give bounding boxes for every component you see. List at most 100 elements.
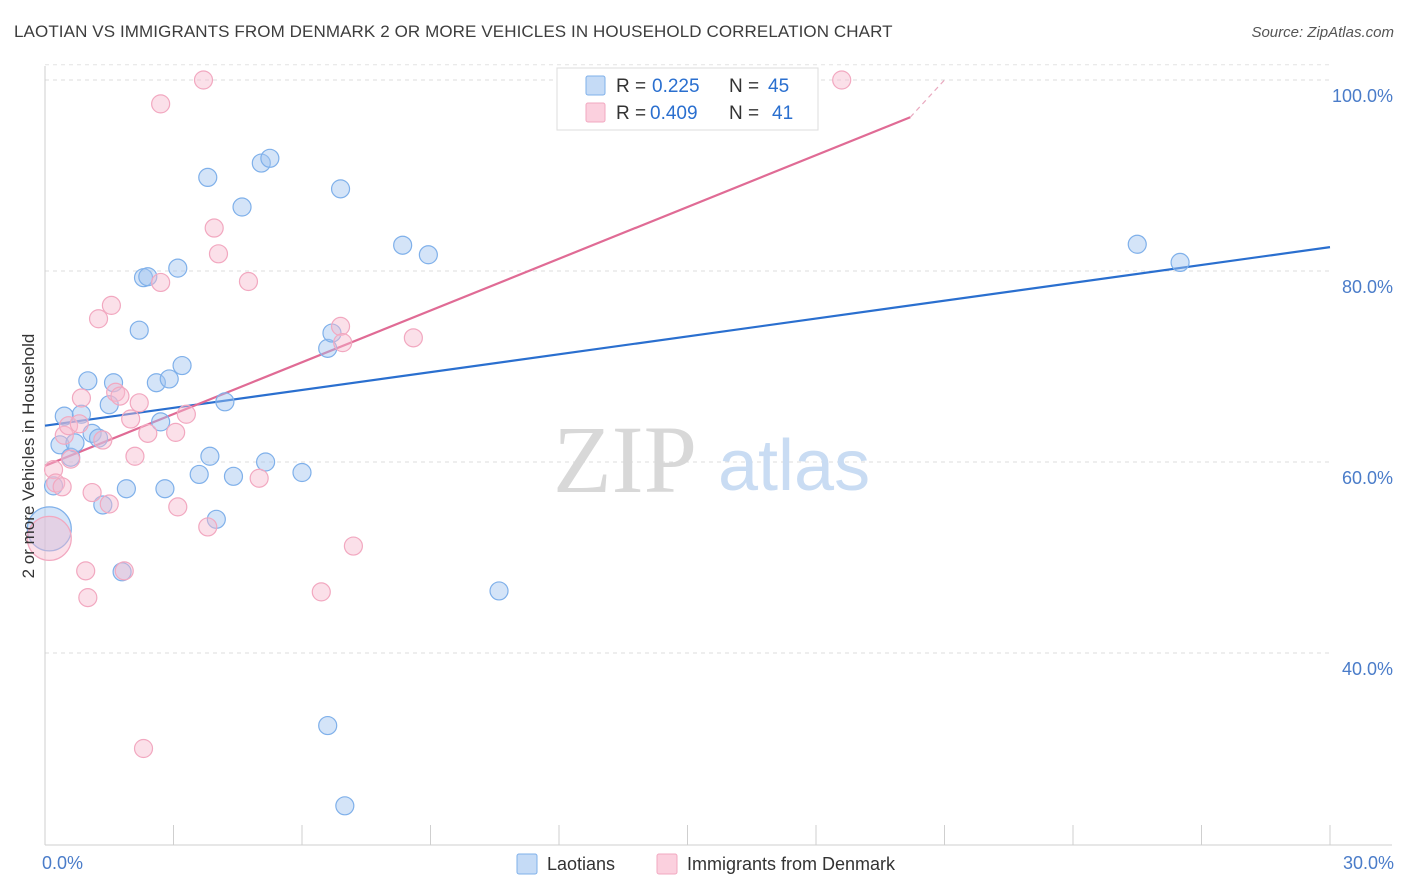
y-tick-label-100: 100.0% [1332, 86, 1393, 106]
chart-source: Source: ZipAtlas.com [1251, 24, 1394, 41]
y-tick-labels: 40.0% 60.0% 80.0% 100.0% [1332, 86, 1393, 679]
point-denmark-10 [78, 588, 98, 608]
point-laotians-30 [232, 197, 252, 217]
point-laotians-35 [318, 338, 338, 358]
point-denmark-24 [151, 272, 171, 293]
trendline-denmark-extension [909, 79, 945, 118]
trendline-laotians [44, 246, 1331, 427]
point-denmark-23 [138, 423, 158, 443]
axes [44, 66, 1392, 846]
point-laotians-3 [54, 406, 74, 426]
point-laotians-22 [168, 258, 188, 278]
point-denmark-25 [151, 94, 171, 114]
point-laotians-25 [198, 167, 218, 188]
watermark: ZIP atlas [553, 406, 870, 513]
point-laotians-44 [1170, 252, 1190, 273]
bottom-legend-laotians: Laotians [547, 854, 615, 874]
point-laotians-28 [215, 392, 235, 412]
legend-n-label-1: N = [729, 76, 759, 97]
point-laotians-7 [78, 371, 98, 391]
point-denmark-18 [114, 561, 134, 581]
trendline-denmark [44, 116, 911, 467]
point-denmark-11 [82, 482, 102, 503]
point-denmark-17 [110, 386, 130, 406]
point-denmark-26 [166, 422, 186, 442]
point-denmark-40 [832, 70, 852, 90]
bottom-legend-denmark: Immigrants from Denmark [687, 854, 896, 874]
point-denmark-6 [61, 449, 81, 469]
point-denmark-29 [193, 70, 214, 90]
x-tick-label-min: 0.0% [42, 853, 83, 873]
point-laotians-21 [159, 369, 179, 389]
series-legend: Laotians Immigrants from Denmark [516, 853, 896, 875]
trendlines [44, 79, 1331, 467]
point-laotians-23 [172, 355, 192, 376]
y-tick-label-80: 80.0% [1342, 277, 1393, 297]
point-denmark-15 [101, 295, 121, 315]
point-denmark-12 [88, 309, 109, 329]
y-tick-label-40: 40.0% [1342, 659, 1393, 679]
x-tick-label-max: 30.0% [1343, 853, 1394, 873]
point-laotians-14 [116, 479, 136, 499]
y-tick-label-60: 60.0% [1342, 468, 1393, 488]
point-laotians-39 [335, 796, 355, 816]
point-denmark-28 [176, 404, 196, 424]
bottom-legend-swatch-denmark [656, 853, 678, 875]
legend-r-label-1: R = [616, 76, 646, 97]
point-laotians-15 [129, 320, 149, 340]
point-denmark-32 [208, 244, 229, 264]
legend-swatch-laotians [585, 75, 606, 96]
point-denmark-35 [311, 582, 331, 602]
point-laotians-5 [65, 433, 85, 453]
legend-r-label-2: R = [616, 103, 646, 124]
point-denmark-36 [330, 316, 351, 336]
point-laotians-37 [318, 715, 338, 736]
bottom-legend-swatch-laotians [516, 853, 538, 875]
point-laotians-20 [155, 479, 175, 499]
point-denmark-22 [133, 738, 154, 759]
grid-lines [45, 64, 1330, 654]
legend-r-value-1: 0.225 [652, 76, 700, 97]
point-laotians-34 [292, 462, 312, 483]
chart-title: LAOTIAN VS IMMIGRANTS FROM DENMARK 2 OR … [14, 22, 893, 41]
point-denmark-31 [204, 218, 224, 238]
point-denmark-34 [249, 468, 269, 488]
point-laotians-19 [151, 412, 171, 432]
point-denmark-30 [198, 517, 218, 537]
point-laotians-38 [330, 179, 351, 199]
point-denmark-38 [343, 536, 363, 556]
watermark-zip: ZIP [553, 406, 697, 513]
point-denmark-21 [129, 393, 149, 413]
point-denmark-3 [52, 477, 72, 497]
legend-n-label-2: N = [729, 103, 759, 124]
point-laotians-10 [93, 495, 113, 515]
point-denmark-19 [121, 409, 141, 429]
point-laotians-33 [260, 148, 280, 168]
point-denmark-4 [54, 425, 74, 445]
y-axis-title: 2 or more Vehicles in Household [19, 334, 38, 579]
point-laotians-29 [223, 466, 244, 486]
point-laotians-6 [71, 404, 92, 424]
point-denmark-8 [71, 388, 92, 408]
point-denmark-7 [69, 414, 89, 434]
point-denmark-14 [99, 494, 119, 514]
data-points [26, 70, 1190, 816]
point-laotians-26 [200, 446, 220, 466]
point-denmark-33 [238, 271, 259, 292]
point-denmark-39 [403, 328, 423, 348]
point-denmark-13 [93, 430, 113, 450]
point-laotians-43 [1127, 234, 1147, 254]
point-denmark-9 [76, 561, 96, 581]
point-laotians-40 [393, 235, 413, 255]
point-denmark-27 [168, 497, 188, 517]
point-denmark-20 [125, 446, 145, 466]
point-laotians-32 [255, 452, 276, 472]
point-laotians-0 [26, 506, 72, 552]
point-denmark-0 [26, 515, 72, 562]
point-denmark-37 [333, 333, 353, 353]
point-laotians-2 [50, 435, 70, 455]
watermark-atlas: atlas [718, 426, 870, 506]
point-laotians-42 [489, 581, 509, 601]
legend-swatch-denmark [585, 102, 606, 123]
